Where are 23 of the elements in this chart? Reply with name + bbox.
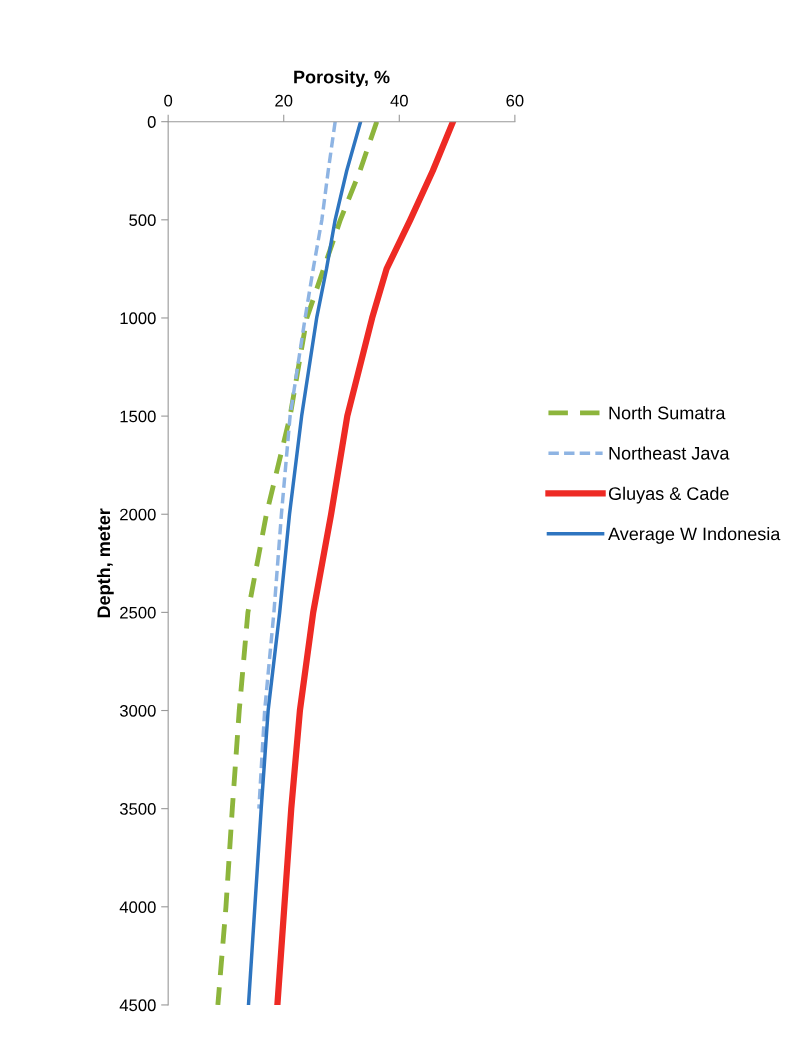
line-series [215,121,380,1005]
y-axis-title: Depth, meter [96,508,114,618]
y-tick-label: 1000 [120,312,156,325]
x-tick-label: 40 [390,94,408,107]
legend-label: Gluyas & Cade [608,486,729,504]
x-tick-label: 0 [164,94,173,107]
y-tick-label: 0 [147,116,156,128]
line-series [246,121,363,1005]
y-tick-label: 3500 [119,803,156,815]
y-tick-label: 4500 [119,999,156,1012]
x-tick-label: 20 [275,94,293,107]
legend-label: Average W Indonesia [608,527,781,544]
legend-label: North Sumatra [609,406,726,420]
y-tick-label: 3000 [119,704,156,717]
y-tick-label: 1500 [120,410,156,423]
y-tick-label: 2000 [120,508,156,521]
x-axis-title: Porosity, % [294,70,390,87]
x-tick-label: 60 [506,94,524,107]
y-tick-label: 500 [129,214,156,227]
line-series [257,121,337,811]
y-tick-label: 4000 [119,901,156,914]
legend-label: Northeast Java [609,446,730,460]
y-tick-label: 2500 [120,606,156,619]
